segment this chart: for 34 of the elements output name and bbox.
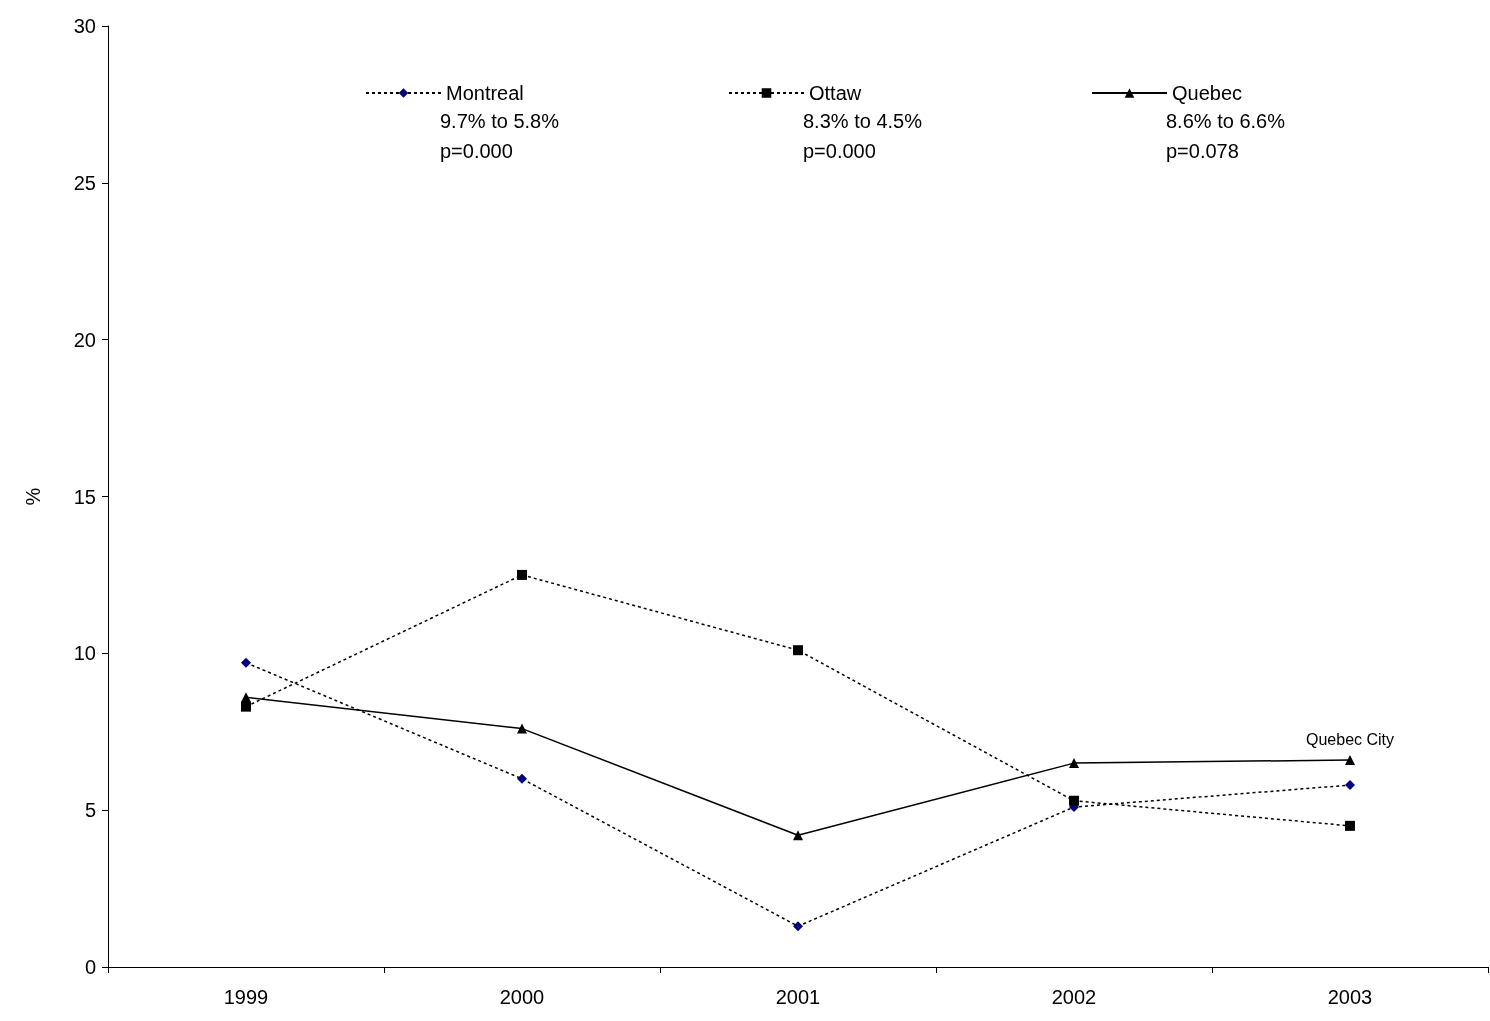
- annotation: 8.6% to 6.6% p=0.078: [1166, 110, 1286, 162]
- y-tick-label: 5: [84, 799, 96, 822]
- x-tick-label: 2002: [1051, 986, 1097, 1008]
- point: [517, 773, 527, 784]
- legend-label: Ottaw: [809, 82, 862, 104]
- legend-label: Quebec: [1172, 82, 1243, 104]
- legend-label: Montreal: [446, 82, 524, 104]
- point: [241, 657, 251, 668]
- x-tick-label: 2000: [499, 986, 545, 1008]
- y-tick-label: 15: [73, 485, 96, 508]
- annotation: Quebec City: [1305, 731, 1395, 749]
- y-tick-label: 10: [73, 642, 96, 665]
- point: [517, 723, 527, 734]
- y-tick-label: 0: [84, 956, 96, 978]
- y-tick-label: 20: [73, 328, 96, 351]
- point: [241, 701, 251, 712]
- x-tick-label: 2003: [1327, 986, 1373, 1008]
- x-tick-label: 1999: [223, 986, 269, 1008]
- point: [1345, 780, 1355, 791]
- annotation: 8.3% to 4.5% p=0.000: [803, 110, 923, 162]
- point: [1069, 758, 1079, 769]
- point: [793, 645, 803, 656]
- point: [1069, 795, 1079, 806]
- point: [517, 569, 527, 580]
- y-axis-title: %: [22, 487, 44, 506]
- point: [793, 830, 803, 841]
- point: [1345, 754, 1355, 765]
- point: [793, 921, 803, 932]
- point: [241, 692, 251, 703]
- x-tick-label: 2001: [775, 986, 821, 1008]
- point: [1345, 820, 1355, 831]
- y-tick-label: 30: [73, 15, 96, 37]
- annotation: 9.7% to 5.8% p=0.000: [440, 110, 560, 162]
- y-tick-label: 25: [73, 171, 96, 194]
